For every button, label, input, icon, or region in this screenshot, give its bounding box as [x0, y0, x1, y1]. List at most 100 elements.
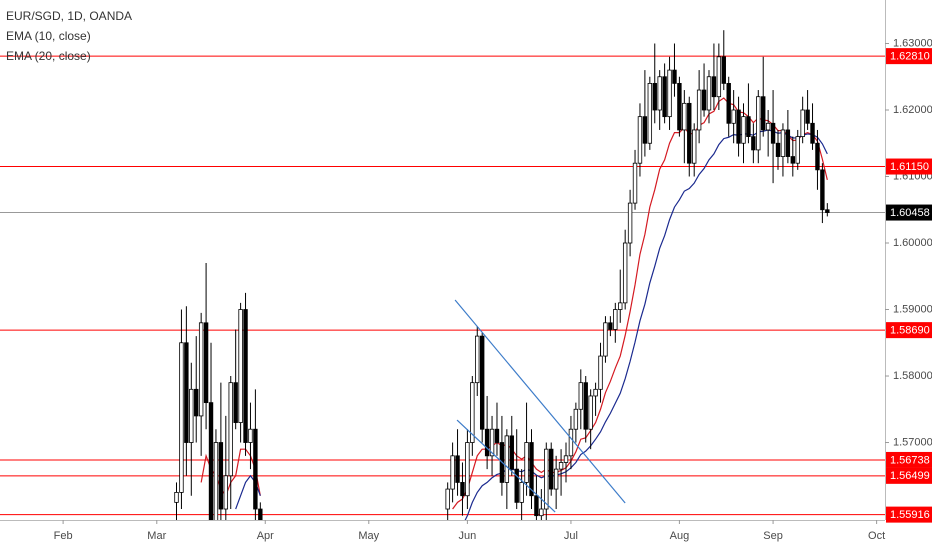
candle-body [479, 335, 485, 430]
candle-body [691, 129, 697, 164]
candle-body [253, 428, 258, 510]
candle-body [218, 442, 224, 510]
candle-body [549, 448, 554, 490]
candle-body [613, 309, 618, 330]
candle-body [539, 508, 544, 517]
candle-body [248, 428, 253, 443]
candle-body [746, 116, 751, 138]
plot-area [0, 30, 885, 520]
y-tick-label: 1.62000 [893, 104, 932, 116]
candle-body [489, 428, 495, 457]
candle-body [706, 76, 712, 111]
candle-body [174, 492, 179, 503]
candle-body [514, 468, 519, 503]
candle-body [593, 388, 598, 397]
candle-body [652, 82, 657, 111]
candle-body [637, 116, 643, 164]
candle-body [203, 322, 209, 404]
level-label: 1.61150 [890, 161, 929, 173]
y-tick-label: 1.57000 [893, 436, 932, 448]
candle-body [598, 355, 603, 390]
candle-body [465, 442, 470, 497]
candle-body [504, 435, 510, 483]
y-tick-label: 1.63000 [893, 37, 932, 49]
candle-body [618, 302, 623, 310]
candle-body [189, 388, 194, 443]
candle-body [825, 209, 830, 213]
x-tick-label: Apr [257, 530, 274, 542]
candle-body [775, 142, 781, 157]
level-label-box [886, 158, 932, 175]
candle-body [484, 428, 490, 457]
candle-body [657, 76, 662, 111]
candle-body [475, 335, 480, 384]
candle-body [583, 382, 588, 430]
level-label: 1.58690 [890, 325, 930, 337]
last-price-label-box [886, 204, 932, 221]
candle-body [696, 89, 702, 131]
trend-line [454, 299, 626, 504]
candle-body [765, 122, 771, 131]
x-tick-label: Oct [868, 530, 885, 542]
candle-body [544, 448, 549, 510]
y-tick-label: 1.60000 [893, 237, 932, 249]
last-price-label: 1.60458 [890, 207, 930, 219]
candle-body [647, 82, 653, 144]
candle-body [756, 96, 761, 151]
candle-body [445, 488, 450, 510]
candle-body [815, 142, 820, 171]
candle-body [751, 136, 756, 151]
x-tick-label: Mar [147, 530, 166, 542]
candle-body [238, 309, 243, 423]
candle-body [529, 442, 534, 497]
candle-body [213, 442, 219, 520]
candle-body [534, 495, 539, 517]
candle-body [509, 435, 514, 470]
level-label-box [886, 322, 932, 339]
candle-body [184, 342, 189, 443]
candle-body [233, 382, 238, 423]
candle-body [519, 482, 524, 503]
candle-body [667, 69, 672, 118]
candle-body [470, 382, 475, 443]
candle-body [558, 462, 564, 470]
candle-body [627, 202, 633, 244]
candle-body [563, 455, 569, 463]
candle-body [701, 89, 707, 111]
candle-body [795, 136, 800, 164]
x-tick-label: Jul [564, 530, 578, 542]
candle-body [672, 69, 677, 84]
candle-body [731, 109, 736, 124]
candle-body [736, 109, 741, 144]
x-tick-label: Aug [670, 530, 690, 542]
candle-body [258, 508, 263, 520]
level-label: 1.56499 [890, 470, 930, 482]
candle-body [603, 322, 608, 357]
x-tick-label: May [358, 530, 379, 542]
axes: 1.570001.580001.590001.600001.610001.620… [54, 37, 932, 542]
level-label-box [886, 451, 932, 468]
candle-body [228, 382, 233, 477]
candle-body [208, 402, 214, 520]
candle-body [662, 76, 667, 118]
candle-body [622, 242, 628, 304]
candle-body [741, 116, 746, 144]
candle-body [800, 109, 805, 138]
candle-body [455, 455, 460, 483]
candle-body [721, 56, 726, 84]
y-tick-label: 1.58000 [893, 370, 932, 382]
candle-body [726, 82, 731, 124]
legend: EUR/SGD, 1D, OANDA EMA (10, close) EMA (… [6, 9, 132, 63]
candle-body [805, 109, 810, 124]
x-tick-label: Feb [54, 530, 73, 542]
candle-body [573, 408, 579, 430]
candle-body [677, 82, 682, 131]
trend-line [456, 419, 556, 513]
candle-body [568, 428, 574, 457]
level-label: 1.56738 [890, 454, 930, 466]
candle-body [578, 382, 583, 410]
level-label: 1.62810 [890, 51, 930, 63]
candle-body [524, 442, 529, 483]
